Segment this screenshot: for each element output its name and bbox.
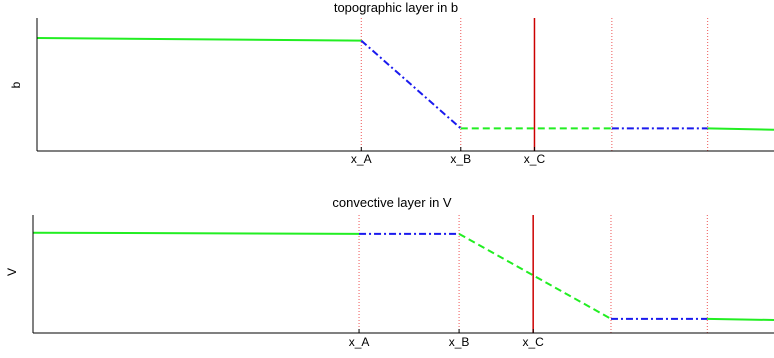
series-lines bbox=[32, 231, 774, 322]
solid-segment bbox=[32, 231, 360, 235]
y-axis-label: V bbox=[5, 268, 19, 276]
panel-title: convective layer in V bbox=[332, 195, 452, 210]
y-axis-label: b bbox=[9, 81, 23, 88]
solid-segment bbox=[707, 317, 774, 322]
x-tick-label-b: x_B bbox=[449, 335, 470, 349]
dashed-segment bbox=[458, 233, 612, 320]
x-tick-label-c: x_C bbox=[523, 335, 545, 349]
x-tick-label-a: x_A bbox=[349, 335, 370, 349]
axes bbox=[36, 18, 774, 152]
panel-topographic: topographic layer in b b x_A x_B x_C bbox=[9, 0, 774, 166]
guide-lines bbox=[360, 18, 709, 151]
series-lines bbox=[36, 36, 774, 131]
panel-title: topographic layer in b bbox=[334, 0, 458, 15]
solid-segment bbox=[707, 127, 774, 131]
panel-convective: convective layer in V V x_A x_B x_C bbox=[5, 195, 774, 349]
axes bbox=[32, 215, 774, 334]
x-tick-label-c: x_C bbox=[524, 152, 546, 166]
x-tick-labels: x_A x_B x_C bbox=[349, 335, 544, 349]
dashdot-segment bbox=[360, 39, 462, 130]
x-tick-label-a: x_A bbox=[351, 152, 372, 166]
x-tick-labels: x_A x_B x_C bbox=[351, 152, 546, 166]
solid-segment bbox=[36, 36, 362, 42]
x-tick-label-b: x_B bbox=[450, 152, 471, 166]
